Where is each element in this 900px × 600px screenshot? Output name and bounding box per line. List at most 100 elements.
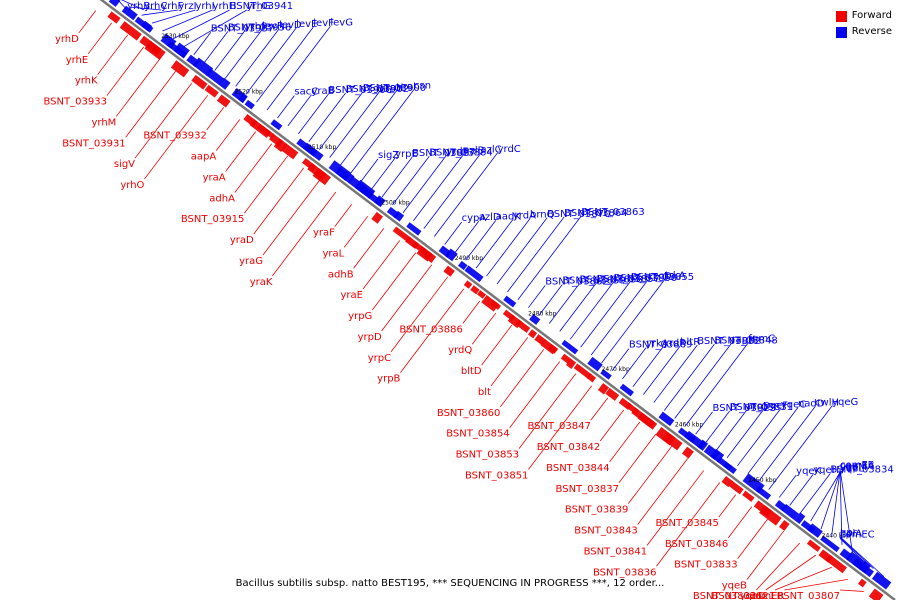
reverse-gene-label: BSNT_03859 bbox=[562, 275, 625, 286]
reverse-leader-line bbox=[151, 9, 196, 24]
reverse-gene bbox=[561, 339, 579, 355]
reverse-leader-line bbox=[839, 537, 874, 569]
forward-gene bbox=[825, 554, 847, 574]
reverse-gene bbox=[697, 439, 709, 451]
forward-gene bbox=[107, 11, 121, 24]
reverse-gene bbox=[658, 411, 675, 427]
forward-gene-label: yraK bbox=[250, 277, 273, 288]
forward-gene bbox=[565, 358, 577, 369]
reverse-leader-line bbox=[444, 221, 462, 245]
forward-gene bbox=[681, 446, 694, 459]
forward-leader-line bbox=[144, 95, 209, 180]
reverse-leader-line bbox=[486, 218, 531, 277]
legend-label-forward: Forward bbox=[851, 10, 892, 21]
reverse-leader-line bbox=[839, 468, 853, 553]
forward-leader-line bbox=[609, 421, 641, 463]
forward-leader-line bbox=[253, 167, 305, 235]
reverse-gene-label: holA bbox=[840, 528, 862, 539]
forward-leader-line bbox=[244, 155, 289, 214]
scale-tick-label: 2460 kbp bbox=[675, 422, 703, 429]
reverse-gene-label: yrhC bbox=[144, 1, 167, 12]
forward-gene-label: BSNT_03837 bbox=[556, 484, 619, 495]
forward-gene-label: BSNT_03841 bbox=[584, 546, 647, 557]
reverse-leader-line bbox=[768, 405, 833, 490]
reverse-gene-label: BSNT_03823 bbox=[713, 403, 776, 414]
forward-gene bbox=[470, 285, 480, 295]
reverse-gene bbox=[820, 535, 840, 553]
reverse-gene-label: yqeH bbox=[813, 465, 839, 476]
forward-gene-label: BSNT_03853 bbox=[456, 450, 519, 461]
forward-gene bbox=[728, 480, 744, 495]
forward-leader-line bbox=[618, 433, 657, 484]
reverse-leader-line bbox=[298, 93, 329, 135]
reverse-gene-label: levR bbox=[262, 21, 284, 32]
forward-gene-label: BSNT_03851 bbox=[465, 470, 528, 481]
reverse-leader-line bbox=[716, 409, 748, 451]
reverse-gene-label: BSNT_03834 bbox=[830, 464, 893, 475]
scale-tick-label: 2520 kbp bbox=[235, 89, 263, 96]
reverse-leader-line bbox=[590, 279, 649, 356]
reverse-gene bbox=[529, 314, 541, 325]
reverse-gene-label: BSNT_03870 bbox=[547, 209, 610, 220]
forward-gene bbox=[281, 143, 299, 160]
legend-label-reverse: Reverse bbox=[851, 26, 892, 37]
reverse-leader-line bbox=[517, 215, 582, 301]
genome-axis bbox=[99, 0, 896, 600]
reverse-gene bbox=[503, 295, 517, 308]
reverse-gene-label: levG bbox=[330, 17, 353, 28]
reverse-gene-label: cwlH bbox=[815, 398, 839, 409]
forward-gene bbox=[597, 383, 610, 395]
reverse-gene-label: comEC bbox=[840, 529, 875, 540]
organism-caption: Bacillus subtilis subsp. natto BEST195, … bbox=[235, 578, 665, 589]
reverse-leader-line bbox=[569, 281, 614, 340]
scale-tick-label: 2490 kbp bbox=[455, 255, 483, 262]
forward-gene-label: BSNT_03854 bbox=[446, 429, 509, 440]
reverse-leader-line bbox=[663, 344, 715, 411]
reverse-gene-label: BSNT_03869 bbox=[629, 340, 692, 351]
forward-leader-line bbox=[628, 445, 673, 504]
forward-leader-line bbox=[106, 46, 145, 96]
reverse-leader-line bbox=[632, 346, 664, 387]
scale-tick-label: 2530 kbp bbox=[161, 33, 189, 40]
reverse-gene-label: BSNT_03906 bbox=[329, 85, 392, 96]
reverse-leader-line bbox=[839, 469, 843, 545]
reverse-gene-label: azlD bbox=[479, 212, 501, 223]
forward-gene bbox=[392, 226, 412, 243]
forward-gene bbox=[144, 40, 166, 61]
reverse-gene-label: yrhB bbox=[127, 1, 150, 12]
reverse-gene bbox=[173, 42, 190, 59]
reverse-gene bbox=[373, 195, 386, 208]
reverse-gene-label: BSNT_03902 bbox=[346, 84, 409, 95]
reverse-leader-line bbox=[371, 157, 396, 190]
forward-leader-line bbox=[390, 276, 449, 353]
reverse-gene-label: BSNT_03852 bbox=[697, 336, 760, 347]
reverse-gene-label: fumC bbox=[749, 334, 776, 345]
reverse-leader-line bbox=[601, 279, 666, 364]
reverse-gene-label: BSNT_03855 bbox=[631, 272, 694, 283]
reverse-gene bbox=[794, 512, 806, 525]
forward-gene-label: BSNT_03832 bbox=[693, 591, 756, 600]
reverse-gene-label: BSNT_03864 bbox=[564, 208, 627, 219]
reverse-gene-label: yqeC bbox=[781, 399, 806, 410]
forward-gene-label: yraF bbox=[313, 228, 335, 239]
reverse-leader-line bbox=[538, 284, 563, 316]
reverse-leader-line bbox=[339, 90, 398, 166]
reverse-gene-label: rapH bbox=[731, 334, 755, 345]
reverse-leader-line bbox=[172, 9, 230, 40]
forward-leader-line bbox=[500, 349, 545, 408]
forward-gene-label: yrhM bbox=[91, 117, 116, 128]
reverse-gene-label: yrzI bbox=[178, 1, 196, 12]
reverse-gene bbox=[807, 523, 823, 538]
forward-leader-line bbox=[225, 131, 257, 172]
forward-gene-label: blt bbox=[478, 387, 491, 398]
reverse-gene bbox=[270, 119, 283, 131]
forward-leader-line bbox=[765, 554, 817, 591]
reverse-leader-line bbox=[329, 91, 381, 158]
forward-gene bbox=[868, 588, 884, 600]
reverse-gene bbox=[108, 0, 121, 7]
reverse-leader-line bbox=[423, 153, 481, 229]
forward-gene-label: yraA bbox=[203, 172, 226, 183]
forward-gene bbox=[312, 167, 331, 186]
reverse-gene-label: aadK bbox=[496, 211, 522, 222]
forward-leader-line bbox=[381, 264, 433, 332]
